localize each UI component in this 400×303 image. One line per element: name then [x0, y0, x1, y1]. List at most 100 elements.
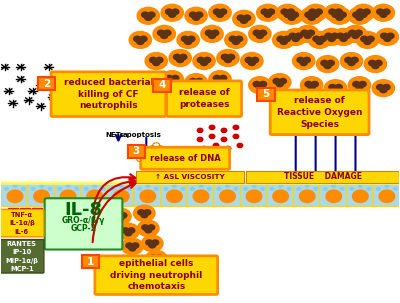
Circle shape: [287, 9, 294, 15]
Circle shape: [117, 215, 124, 221]
Circle shape: [377, 85, 384, 90]
Circle shape: [196, 78, 203, 84]
Circle shape: [304, 4, 327, 21]
Circle shape: [300, 7, 323, 24]
Circle shape: [228, 54, 235, 60]
Circle shape: [339, 12, 346, 18]
Circle shape: [166, 9, 173, 15]
Circle shape: [357, 9, 364, 15]
Ellipse shape: [326, 190, 342, 202]
Text: IL-8: IL-8: [64, 201, 102, 219]
Circle shape: [144, 210, 151, 215]
FancyBboxPatch shape: [240, 183, 269, 206]
Circle shape: [279, 78, 286, 84]
Circle shape: [204, 57, 211, 63]
Circle shape: [385, 185, 388, 187]
Circle shape: [314, 188, 317, 190]
Circle shape: [73, 84, 80, 90]
Circle shape: [277, 36, 284, 42]
Circle shape: [142, 235, 163, 251]
Circle shape: [212, 30, 219, 35]
FancyBboxPatch shape: [51, 72, 166, 117]
Circle shape: [296, 25, 319, 42]
Circle shape: [114, 213, 121, 218]
Ellipse shape: [220, 190, 235, 202]
Circle shape: [308, 15, 315, 20]
Circle shape: [359, 185, 362, 187]
FancyBboxPatch shape: [293, 183, 322, 206]
Circle shape: [132, 103, 139, 108]
Circle shape: [321, 60, 328, 66]
Circle shape: [377, 188, 380, 190]
Circle shape: [276, 81, 283, 87]
Text: release of
proteases: release of proteases: [179, 88, 230, 109]
Circle shape: [216, 78, 224, 84]
FancyBboxPatch shape: [160, 183, 189, 206]
Circle shape: [308, 32, 331, 48]
Circle shape: [335, 9, 342, 15]
FancyBboxPatch shape: [107, 183, 136, 206]
Circle shape: [233, 125, 239, 129]
Circle shape: [174, 54, 181, 60]
Circle shape: [267, 9, 274, 15]
Ellipse shape: [379, 190, 395, 202]
Circle shape: [312, 12, 319, 17]
Circle shape: [197, 128, 203, 132]
Circle shape: [122, 238, 143, 255]
Ellipse shape: [300, 190, 315, 202]
Circle shape: [209, 134, 215, 138]
Circle shape: [336, 15, 343, 20]
Circle shape: [217, 50, 239, 66]
FancyBboxPatch shape: [54, 183, 83, 206]
Circle shape: [348, 60, 355, 65]
Circle shape: [182, 36, 188, 42]
Circle shape: [191, 188, 194, 190]
Circle shape: [216, 12, 224, 17]
Circle shape: [153, 60, 160, 65]
Circle shape: [325, 33, 332, 38]
Circle shape: [367, 36, 374, 42]
FancyBboxPatch shape: [62, 102, 70, 114]
Circle shape: [172, 75, 179, 81]
FancyBboxPatch shape: [95, 256, 218, 295]
Circle shape: [387, 33, 394, 38]
Circle shape: [209, 4, 231, 21]
Circle shape: [169, 12, 176, 17]
Circle shape: [84, 188, 88, 190]
Circle shape: [205, 30, 212, 35]
Circle shape: [305, 82, 312, 87]
Circle shape: [377, 9, 384, 15]
Circle shape: [383, 85, 390, 90]
Circle shape: [332, 28, 355, 45]
Circle shape: [161, 4, 183, 21]
Circle shape: [261, 188, 264, 190]
Circle shape: [367, 188, 370, 190]
Circle shape: [225, 32, 247, 48]
Ellipse shape: [193, 190, 209, 202]
Circle shape: [74, 103, 81, 108]
FancyBboxPatch shape: [0, 209, 44, 237]
FancyBboxPatch shape: [141, 147, 230, 169]
FancyBboxPatch shape: [246, 171, 399, 183]
Circle shape: [137, 39, 144, 45]
Circle shape: [280, 39, 287, 45]
Circle shape: [345, 57, 352, 63]
Circle shape: [180, 54, 187, 60]
Text: 5: 5: [262, 89, 270, 99]
Circle shape: [184, 39, 192, 45]
Circle shape: [381, 33, 388, 38]
Circle shape: [129, 246, 136, 251]
Circle shape: [315, 9, 322, 15]
Circle shape: [353, 82, 360, 87]
Circle shape: [240, 18, 248, 23]
Circle shape: [161, 33, 168, 38]
Circle shape: [273, 78, 280, 84]
Text: apoptosis: apoptosis: [123, 132, 162, 138]
Circle shape: [232, 39, 240, 45]
Circle shape: [292, 36, 299, 42]
Circle shape: [256, 33, 264, 38]
Circle shape: [22, 188, 25, 190]
Circle shape: [305, 12, 312, 18]
Circle shape: [166, 75, 173, 81]
Ellipse shape: [167, 190, 182, 202]
